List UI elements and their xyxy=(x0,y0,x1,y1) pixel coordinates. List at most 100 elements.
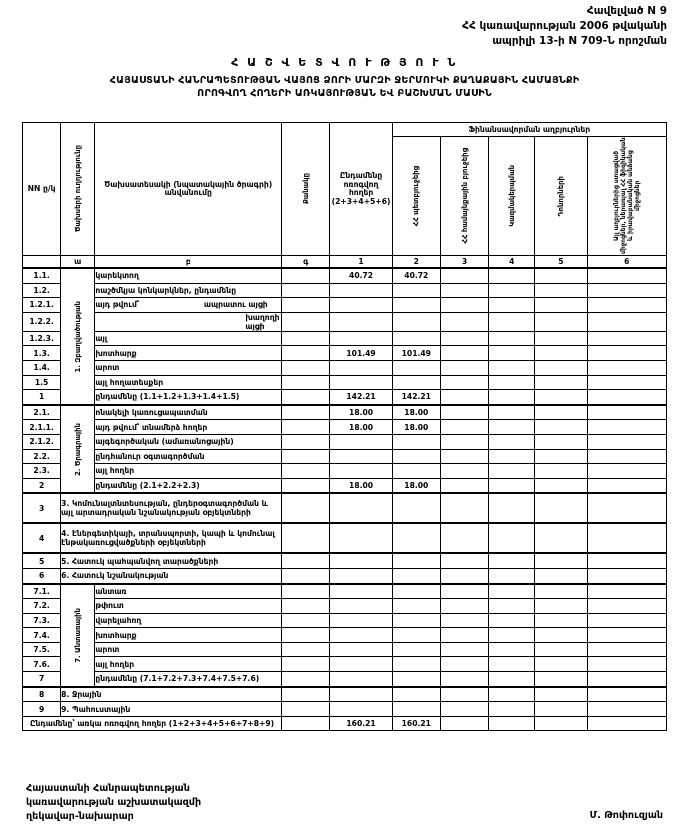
row-quantity xyxy=(281,311,331,332)
row-source-5 xyxy=(586,656,668,673)
row-source-1 xyxy=(391,522,441,554)
row-source-2 xyxy=(439,567,490,585)
col-header-source-5: Այլ աղբյուրներից ստացված միջոցներ, ներառ… xyxy=(586,136,668,256)
row-source-3 xyxy=(488,419,536,435)
row-source-1 xyxy=(391,359,441,376)
row-source-5 xyxy=(586,582,668,600)
row-total: 142.21 xyxy=(329,389,393,406)
row-source-4 xyxy=(534,419,588,435)
table-row: 7.4. խոտհարք xyxy=(21,627,668,643)
section-label-2-text: 2. Ծրագրային xyxy=(73,422,82,476)
signer-name: Մ. Թոփուզյան xyxy=(589,810,663,821)
row-number: 7.5. xyxy=(21,641,62,658)
land-report-table: NN ը/կ Ծախսերի ուղղությունը Ծախսատեսակի … xyxy=(21,122,668,732)
row-source-5 xyxy=(586,359,668,376)
row-source-2 xyxy=(439,311,490,332)
row-source-1 xyxy=(391,701,441,717)
table-row-subtotal: 1 ընդամենը (1.1+1.2+1.3+1.4+1.5) 142.21 … xyxy=(21,389,668,406)
row-label: այլ հողատեսքեր xyxy=(94,374,283,391)
col-header-source-1-label: ՀՀ պետբյուջեից xyxy=(412,165,421,227)
row-source-4 xyxy=(534,297,588,313)
row-source-1 xyxy=(391,282,441,299)
row-total: 18.00 xyxy=(329,477,393,494)
row-source-1 xyxy=(391,685,441,703)
row-total: 101.49 xyxy=(329,345,393,361)
row-number: 7.3. xyxy=(21,612,62,629)
row-source-4 xyxy=(534,433,588,450)
table-row: 6 6. Հատուկ նշանակության xyxy=(21,567,668,585)
row-quantity xyxy=(281,448,331,465)
row-label: ընդամենը (1.1+1.2+1.3+1.4+1.5) xyxy=(94,389,283,406)
row-source-5 xyxy=(586,627,668,643)
row-source-4 xyxy=(534,612,588,629)
row-total xyxy=(329,330,393,347)
row-number: 9 xyxy=(21,701,62,717)
row-source-4 xyxy=(534,403,588,421)
row-source-1 xyxy=(391,598,441,614)
row-total: 40.72 xyxy=(329,266,393,284)
row-label: այլ հողեր xyxy=(94,656,283,673)
row-source-2 xyxy=(439,463,490,479)
row-number: 1 xyxy=(21,389,62,406)
row-total xyxy=(329,598,393,614)
row-source-4 xyxy=(534,552,588,569)
row-source-1 xyxy=(391,330,441,347)
row-source-3 xyxy=(488,463,536,479)
row-label: ոնակելի կառուցապատման xyxy=(94,403,283,421)
col-letter-8: 5 xyxy=(534,255,588,269)
col-letter-2: բ xyxy=(94,255,283,269)
row-source-5 xyxy=(586,552,668,569)
row-source-5 xyxy=(586,389,668,406)
table-row: 7.1. 7. Անտառային անտառ xyxy=(21,582,668,688)
row-total xyxy=(329,522,393,554)
row-source-3 xyxy=(488,266,536,284)
row-source-1: 40.72 xyxy=(391,266,441,284)
table-row-grand-total: Ընդամենը՝ առկա ոռոգվող հողեր (1+2+3+4+5+… xyxy=(21,715,668,732)
row-label: ընդամենը (7.1+7.2+7.3+7.4+7.5+7.6) xyxy=(94,671,283,688)
row-source-5 xyxy=(586,463,668,479)
row-quantity xyxy=(281,567,331,585)
row-source-1 xyxy=(391,433,441,450)
row-source-1 xyxy=(391,552,441,569)
table-row: 2.1.1. այդ թվում՝ տնամերձ հողեր 18.00 18… xyxy=(21,419,668,435)
row-number: 1.4. xyxy=(21,359,62,376)
row-number: 1.5 xyxy=(21,374,62,391)
row-quantity xyxy=(281,671,331,688)
col-header-direction-label: Ծախսերի ուղղությունը xyxy=(73,145,82,233)
row-source-4 xyxy=(534,330,588,347)
row-source-3 xyxy=(488,403,536,421)
row-number: 4 xyxy=(21,522,62,554)
row-source-5 xyxy=(586,448,668,465)
row-source-3 xyxy=(488,297,536,313)
signature-line-3: ղեկավար-նախարար xyxy=(26,811,134,822)
row-number: 2.3. xyxy=(21,463,62,479)
row-source-2 xyxy=(439,522,490,554)
row-quantity xyxy=(281,685,331,703)
row-source-4 xyxy=(534,522,588,554)
row-number: 7.2. xyxy=(21,598,62,614)
reference-block: Հավելված N 9 ՀՀ կառավարության 2006 թվակա… xyxy=(462,4,667,49)
row-source-2 xyxy=(439,282,490,299)
table-group-header-row: NN ը/կ Ծախսերի ուղղությունը Ծախսատեսակի … xyxy=(21,122,668,256)
section-label-1: 1. Զբաղվածության xyxy=(60,267,96,406)
row-source-4 xyxy=(534,448,588,465)
row-source-1: 101.49 xyxy=(391,345,441,361)
row-total xyxy=(329,359,393,376)
section-label-7: 7. Անտառային xyxy=(60,582,96,688)
subtitle-line-1: ՀԱՅԱՍՏԱՆԻ ՀԱՆՐԱՊԵՏՈՒԹՅԱՆ ՎԱՅՈՑ ՁՈՐԻ ՄԱՐԶ… xyxy=(109,75,580,86)
col-letter-7: 4 xyxy=(488,255,536,269)
row-source-4 xyxy=(534,598,588,614)
row-source-3 xyxy=(488,612,536,629)
row-number: 2.1.2. xyxy=(21,433,62,450)
row-label: ոաշծմկյա կոնկարկներ, ընդամենը xyxy=(94,282,283,299)
row-label-suffix: խաղողի այցի xyxy=(245,312,280,331)
row-source-4 xyxy=(534,567,588,585)
row-source-5 xyxy=(586,345,668,361)
row-source-5 xyxy=(586,567,668,585)
row-source-2 xyxy=(439,627,490,643)
col-letter-1: ա xyxy=(60,255,96,269)
col-header-source-5-label: Այլ աղբյուրներից ստացված միջոցներ, ներառ… xyxy=(612,137,641,255)
row-total xyxy=(329,448,393,465)
row-total xyxy=(329,656,393,673)
row-source-3 xyxy=(488,567,536,585)
